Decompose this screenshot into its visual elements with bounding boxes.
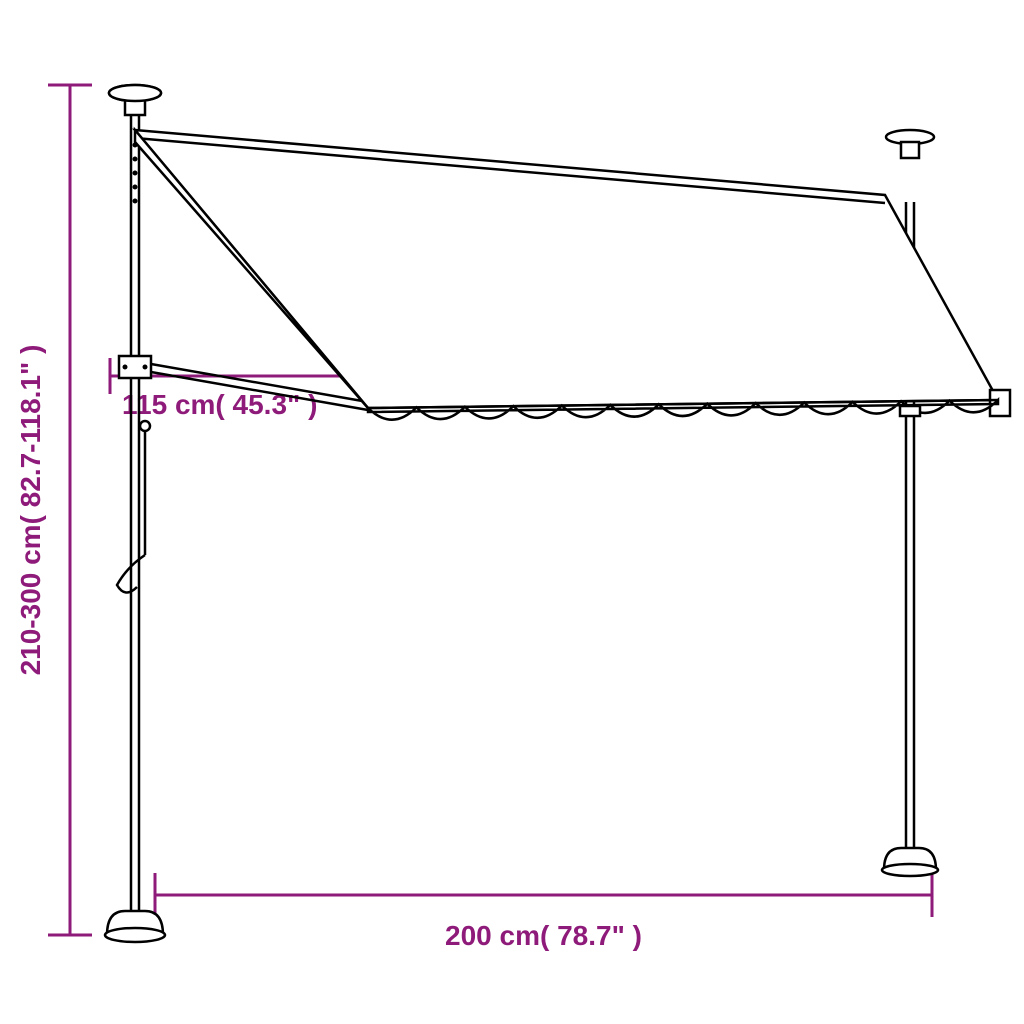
awning-diagram: 210-300 cm( 82.7-118.1" ) 115 cm( 45.3" )…: [0, 0, 1024, 1024]
depth-label: 115 cm( 45.3" ): [122, 389, 317, 420]
width-label: 200 cm( 78.7" ): [445, 920, 642, 951]
height-label: 210-300 cm( 82.7-118.1" ): [15, 345, 46, 676]
awning-lineart: [105, 85, 1010, 942]
